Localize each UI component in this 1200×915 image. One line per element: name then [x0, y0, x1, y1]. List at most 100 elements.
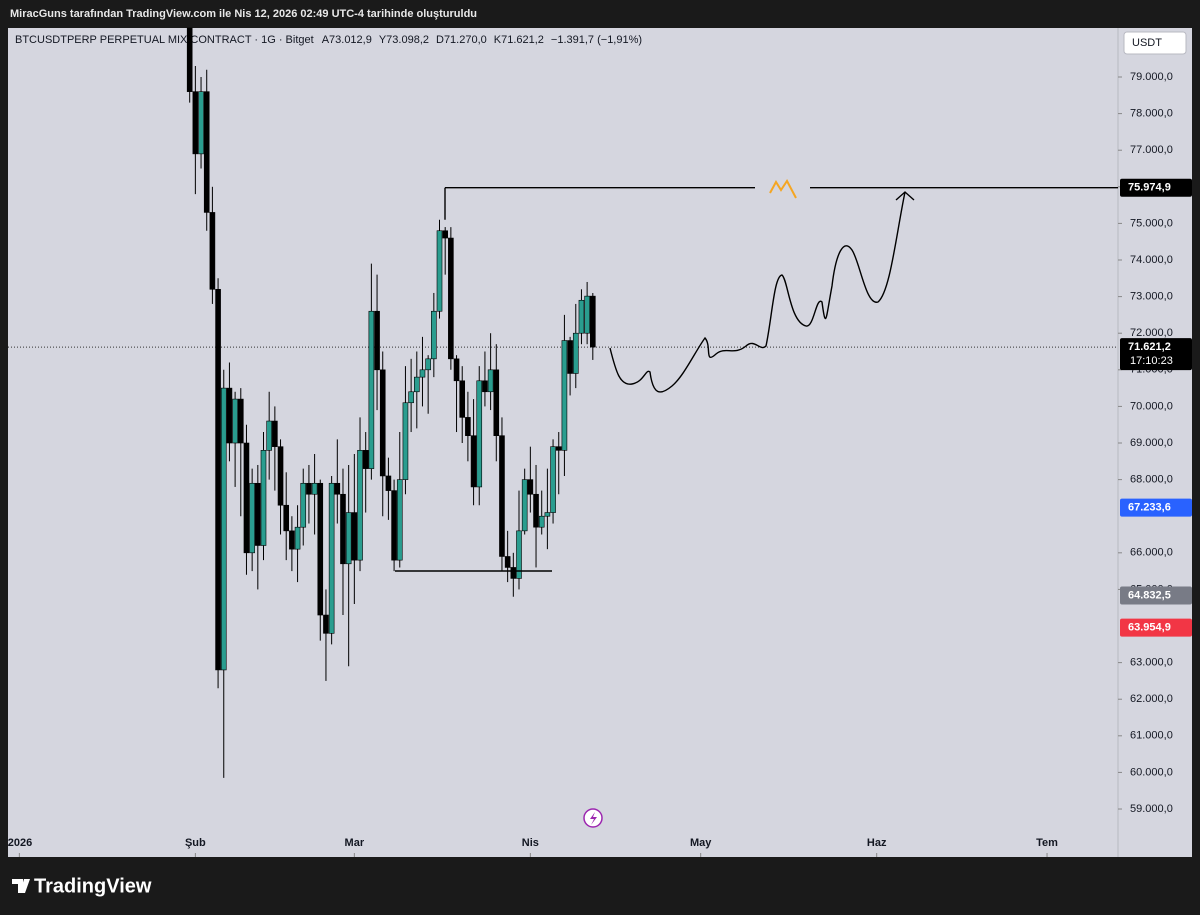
x-tick-label: Mar [345, 837, 365, 849]
candle-body [215, 288, 221, 671]
candle-body [544, 512, 551, 517]
candle-body [476, 380, 483, 488]
candle-body [555, 446, 562, 451]
currency[interactable]: USDT [1132, 37, 1162, 49]
y-tick-label: 75.000,0 [1130, 217, 1173, 229]
candle-body [232, 398, 238, 444]
price-label: 63.954,9 [1128, 622, 1171, 634]
candle-body [391, 490, 397, 561]
candle-body [448, 237, 454, 360]
y-tick-label: 60.000,0 [1130, 766, 1173, 778]
header: MiracGuns tarafından TradingView.com ile… [10, 8, 477, 20]
price-label-box [1120, 498, 1192, 517]
plot [8, 27, 1118, 778]
candle-body [311, 482, 318, 495]
candle-body [328, 482, 335, 634]
candle-body [385, 475, 392, 491]
candle-body [550, 446, 556, 513]
x-tick-label: Tem [1036, 837, 1058, 849]
y-tick-label: 63.000,0 [1130, 657, 1173, 669]
candle-body [255, 482, 261, 546]
candle-body [499, 435, 505, 557]
legend-value: K71.621,2 [494, 34, 544, 46]
x-tick-label: 2026 [8, 837, 32, 849]
candle-body [277, 446, 284, 506]
y-tick-label: 78.000,0 [1130, 108, 1173, 120]
candle-body [294, 526, 301, 550]
y-tick-label: 68.000,0 [1130, 474, 1173, 486]
price-label-box [1120, 618, 1192, 637]
x-tick-label: May [690, 837, 712, 849]
y-tick-label: 69.000,0 [1130, 437, 1173, 449]
candle-body [306, 482, 312, 495]
candle-body [260, 450, 267, 546]
candle-body [379, 369, 386, 477]
y-tick-label: 66.000,0 [1130, 547, 1173, 559]
candle-body [482, 380, 488, 393]
price-label-box [1120, 586, 1192, 605]
candle-body [243, 442, 250, 554]
countdown: 17:10:23 [1130, 355, 1173, 367]
price-label: 64.832,5 [1128, 589, 1171, 601]
y-tick-label: 73.000,0 [1130, 291, 1173, 303]
candle-body [527, 479, 534, 495]
candle-body [357, 450, 363, 561]
legend-value: Y73.098,2 [379, 34, 429, 46]
candle-body [226, 387, 233, 444]
candle-body [578, 299, 585, 334]
candle-body [408, 391, 414, 404]
candle-body [272, 420, 278, 447]
price-label-box [1120, 178, 1192, 197]
x-tick-label: Haz [867, 837, 887, 849]
price-label: 75.974,9 [1128, 182, 1171, 194]
y-tick-label: 79.000,0 [1130, 71, 1173, 83]
legend: BTCUSDTPERP PERPETUAL MIX CONTRACT · 1G … [15, 34, 642, 46]
candle-body [470, 435, 477, 488]
y-tick-label: 59.000,0 [1130, 803, 1173, 815]
candle-body [283, 504, 290, 532]
candle-body [402, 402, 409, 480]
candle-body [442, 230, 448, 239]
candle-body [266, 420, 272, 451]
event-bolt [590, 812, 597, 825]
candle-body [300, 482, 307, 528]
legend-value: A73.012,9 [322, 34, 372, 46]
price-label: 71.621,2 [1128, 341, 1171, 353]
x-tick-label: Nis [522, 837, 539, 849]
price-label-box [1120, 338, 1192, 371]
candle-body [584, 295, 590, 334]
candle-body [425, 358, 431, 371]
candle-body [203, 91, 210, 213]
candle-body [521, 479, 528, 532]
currency-button[interactable] [1123, 31, 1187, 55]
candle-body [220, 387, 227, 671]
y-tick-label: 62.000,0 [1130, 693, 1173, 705]
candle-body [590, 295, 596, 348]
candle-body [538, 515, 545, 528]
footer [0, 857, 1200, 915]
y-tick-label: 70.000,0 [1130, 400, 1173, 412]
legend-value: −1.391,7 (−1,91%) [551, 34, 642, 46]
candle-body [374, 310, 380, 371]
projection-drawing [609, 191, 915, 393]
candle-body [249, 482, 255, 554]
candle-body [516, 530, 522, 579]
candle-body [431, 310, 437, 360]
candle-body [510, 567, 517, 579]
drawings [395, 179, 915, 572]
candle-body [340, 493, 346, 565]
candle-body [368, 310, 375, 469]
candle-body [504, 556, 511, 568]
candle-body [345, 512, 352, 565]
candle-body [572, 332, 579, 374]
candle-body [198, 91, 204, 155]
candle-body [334, 482, 341, 495]
candle-body [465, 417, 471, 436]
candle-body [436, 230, 443, 312]
chart-area [8, 28, 1192, 857]
brand-logo [12, 879, 30, 893]
pattern-icon [769, 179, 797, 199]
candle-body [396, 479, 403, 561]
